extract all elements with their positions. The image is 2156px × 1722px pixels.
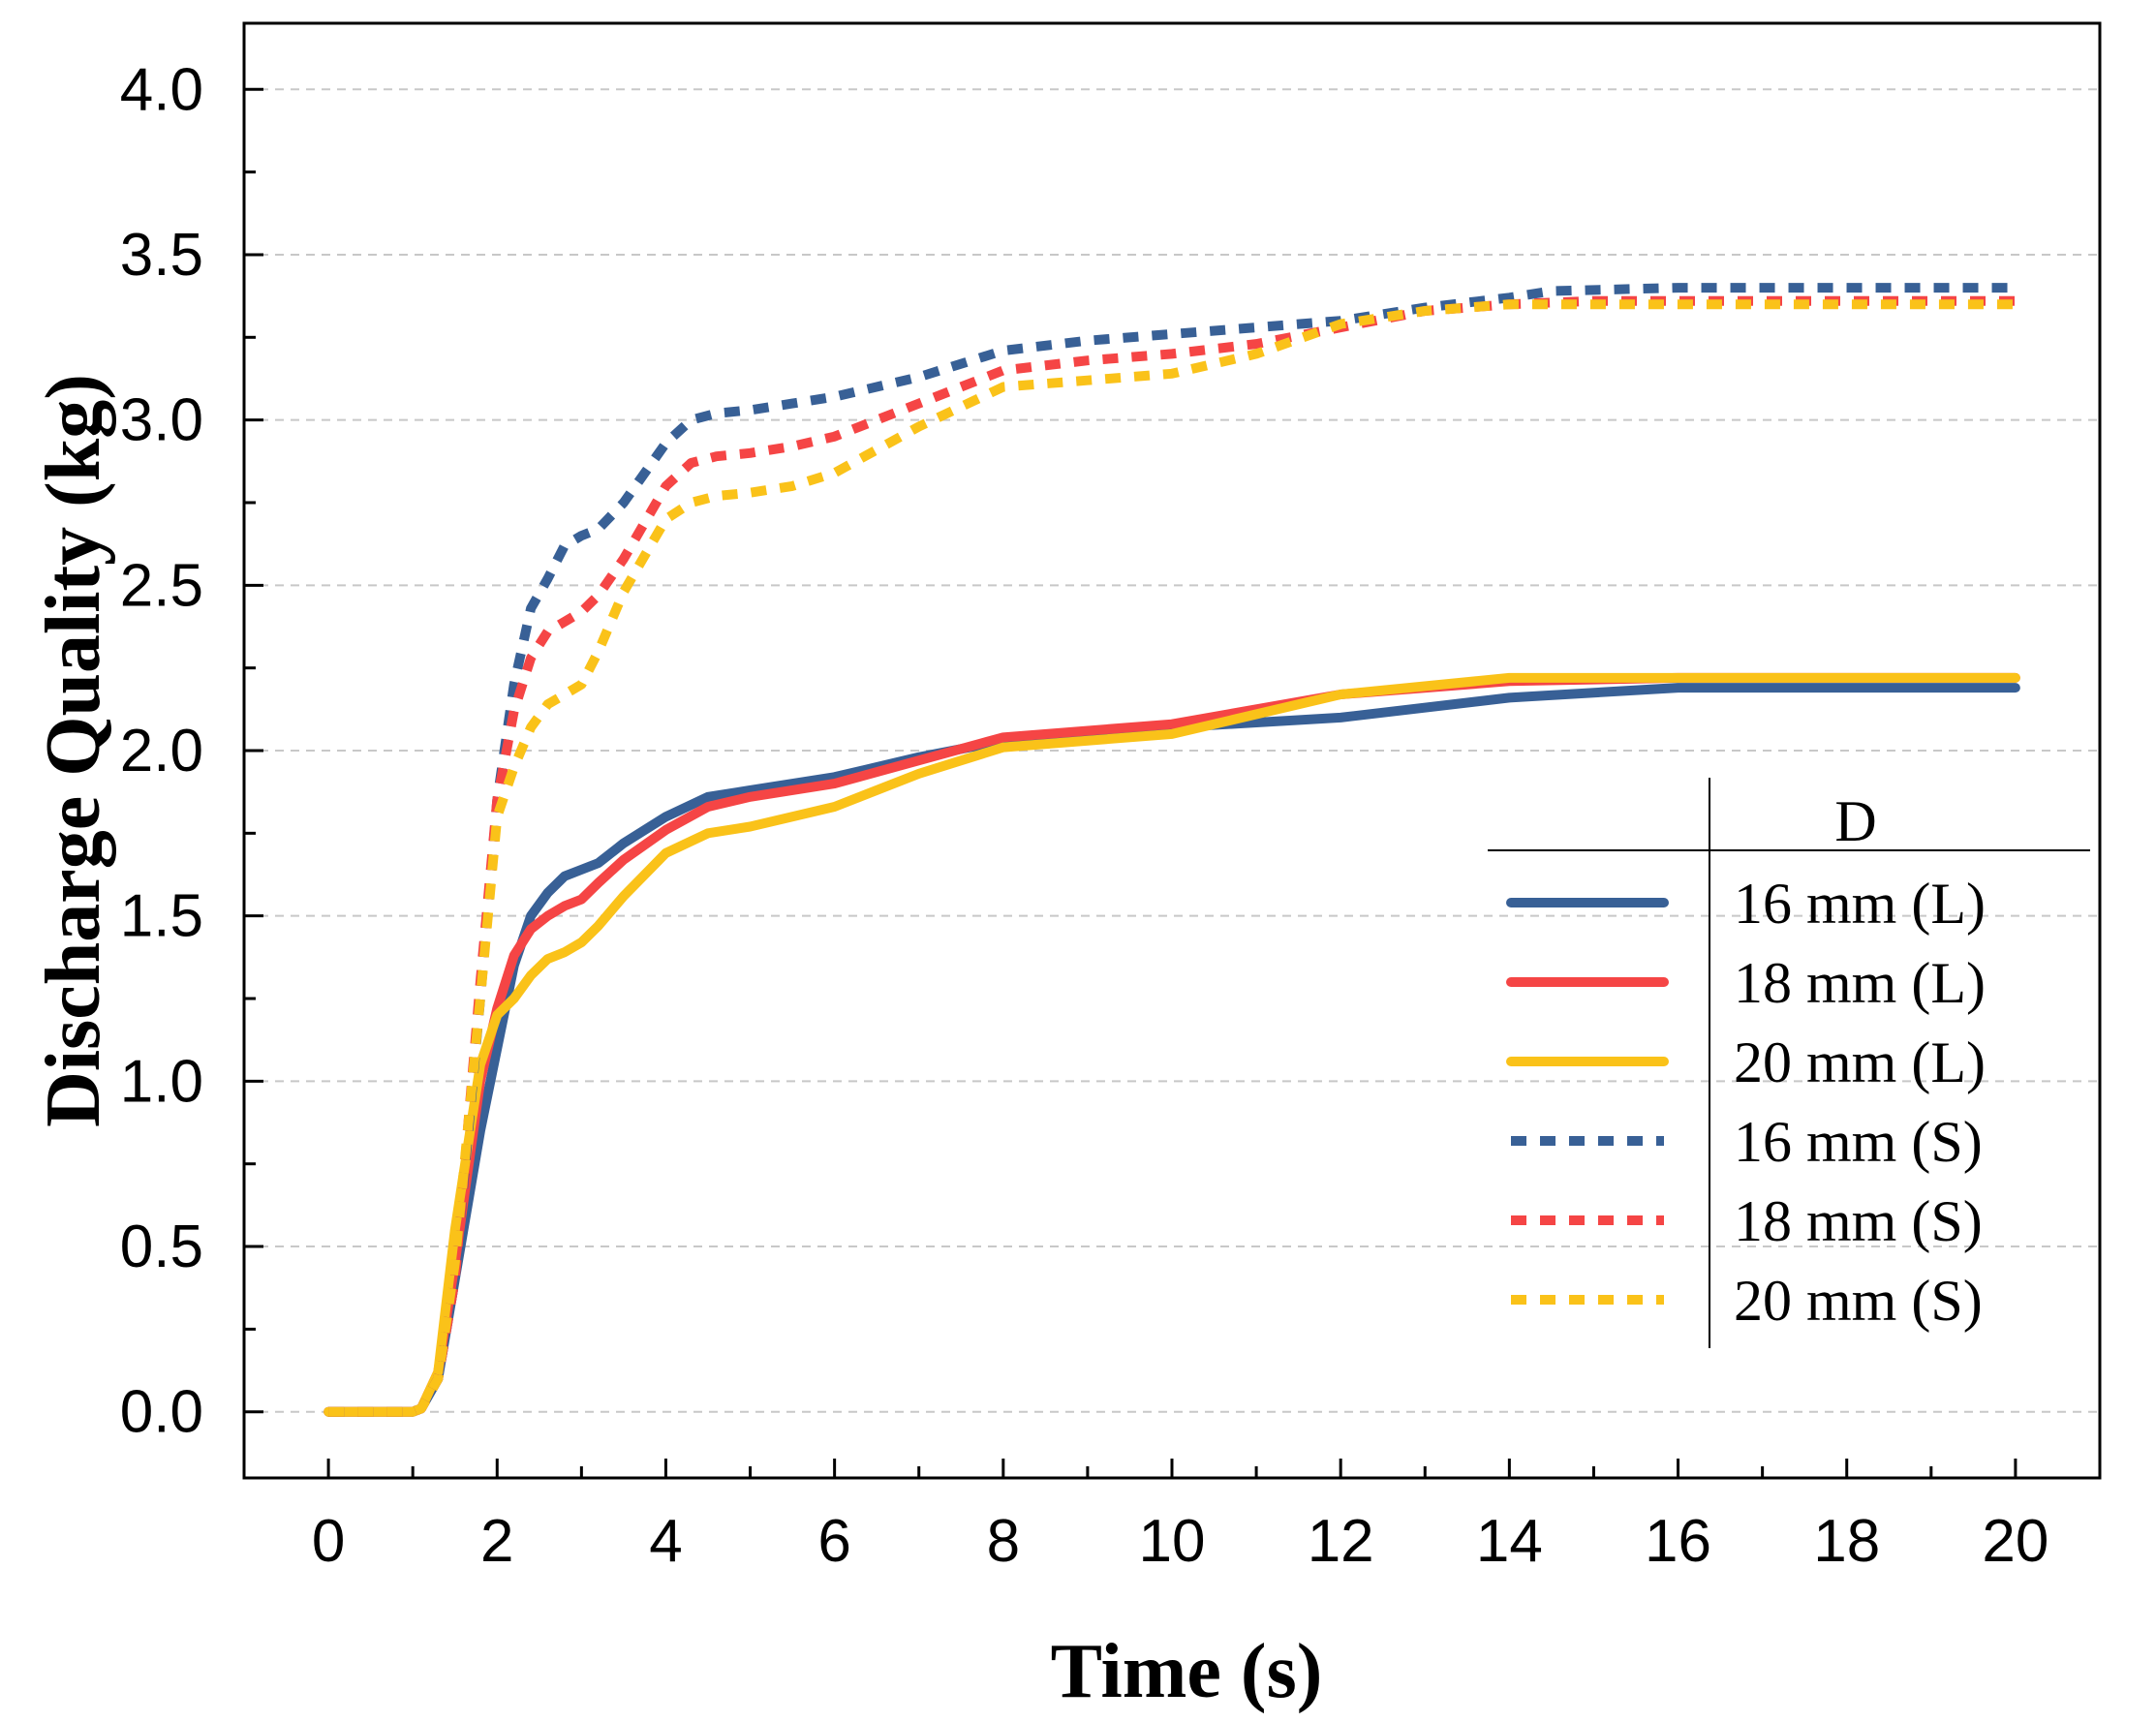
x-tick-label: 6 [817,1508,850,1575]
tick-labels: 0.0 0.5 1.0 1.5 2.0 2.5 3.0 3.5 4.0 0 2 4 6 8 10 12 14 16… [120,56,2049,1575]
legend-label: 20 mm (S) [1734,1269,1983,1333]
x-tick-label: 16 [1645,1508,1711,1575]
series-line-3 [328,283,2016,1417]
series-line-5 [328,299,2016,1417]
x-axis-title: Time (s) [1051,1629,1323,1714]
x-tick-label: 14 [1476,1508,1543,1575]
x-tick-label: 4 [649,1508,682,1575]
axis-ticks [244,87,2017,1478]
y-tick-label: 3.5 [120,222,203,289]
series-lines [323,283,2020,1417]
x-tick-label: 20 [1982,1508,2048,1575]
legend-label: 20 mm (L) [1734,1030,1986,1094]
legend-label: 16 mm (L) [1734,872,1986,936]
x-tick-label: 8 [987,1508,1020,1575]
legend-label: 18 mm (S) [1734,1189,1983,1253]
legend: D 16 mm (L) 18 mm (L) 20 mm (L) 16 mm (S) 18… [1488,778,2090,1348]
x-tick-label: 12 [1308,1508,1374,1575]
y-tick-label: 0.0 [120,1379,203,1446]
legend-label: 16 mm (S) [1734,1110,1983,1174]
y-tick-label: 0.5 [120,1214,203,1280]
x-tick-label: 2 [480,1508,513,1575]
y-tick-label: 2.5 [120,552,203,619]
legend-header: D [1834,789,1876,853]
y-axis-title: Discharge Quality (kg) [31,374,116,1127]
legend-items: 16 mm (L) 18 mm (L) 20 mm (L) 16 mm (S) 18 m… [1506,872,1986,1333]
y-tick-label: 3.0 [120,387,203,454]
legend-label: 18 mm (L) [1734,951,1986,1015]
x-tick-label: 10 [1139,1508,1206,1575]
y-tick-label: 1.5 [120,883,203,950]
y-tick-label: 4.0 [120,56,203,123]
x-tick-label: 18 [1813,1508,1880,1575]
x-tick-label: 0 [312,1508,345,1575]
y-tick-label: 2.0 [120,718,203,784]
y-tick-label: 1.0 [120,1048,203,1115]
